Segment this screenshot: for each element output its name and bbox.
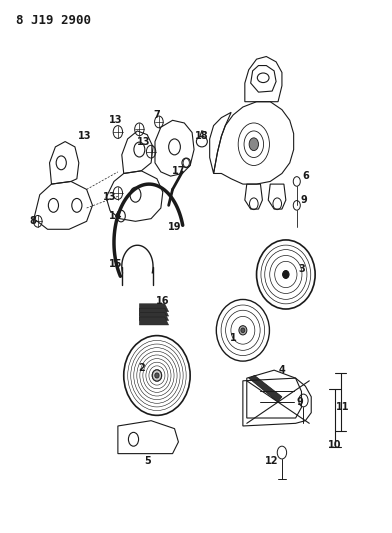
Ellipse shape — [239, 326, 247, 335]
Text: 13: 13 — [103, 192, 117, 203]
Text: 7: 7 — [154, 110, 160, 120]
Text: 19: 19 — [168, 222, 181, 232]
Text: 14: 14 — [109, 211, 123, 221]
Text: 5: 5 — [144, 456, 151, 465]
Text: 17: 17 — [172, 166, 185, 176]
Text: 2: 2 — [138, 362, 145, 373]
Text: 16: 16 — [156, 296, 170, 306]
Polygon shape — [249, 375, 282, 402]
Text: 3: 3 — [298, 264, 305, 274]
Polygon shape — [140, 317, 169, 325]
Polygon shape — [140, 304, 169, 312]
Text: 15: 15 — [109, 259, 123, 269]
Ellipse shape — [241, 328, 245, 333]
Text: 4: 4 — [279, 365, 285, 375]
Text: 6: 6 — [302, 171, 309, 181]
Text: 18: 18 — [195, 131, 209, 141]
Text: 11: 11 — [336, 402, 349, 413]
Circle shape — [283, 270, 289, 278]
Text: 8: 8 — [29, 216, 36, 227]
Text: 1: 1 — [230, 333, 236, 343]
Text: 13: 13 — [136, 136, 150, 147]
Ellipse shape — [152, 370, 162, 381]
Text: 9: 9 — [300, 195, 307, 205]
Ellipse shape — [155, 373, 159, 378]
Text: 10: 10 — [328, 440, 341, 450]
Polygon shape — [140, 312, 169, 320]
Circle shape — [249, 138, 258, 151]
Text: 13: 13 — [109, 115, 123, 125]
Text: 13: 13 — [78, 131, 91, 141]
Text: 12: 12 — [265, 456, 279, 465]
Polygon shape — [140, 308, 169, 316]
Text: 8 J19 2900: 8 J19 2900 — [16, 14, 91, 27]
Text: 9: 9 — [296, 397, 303, 407]
Ellipse shape — [283, 271, 289, 278]
